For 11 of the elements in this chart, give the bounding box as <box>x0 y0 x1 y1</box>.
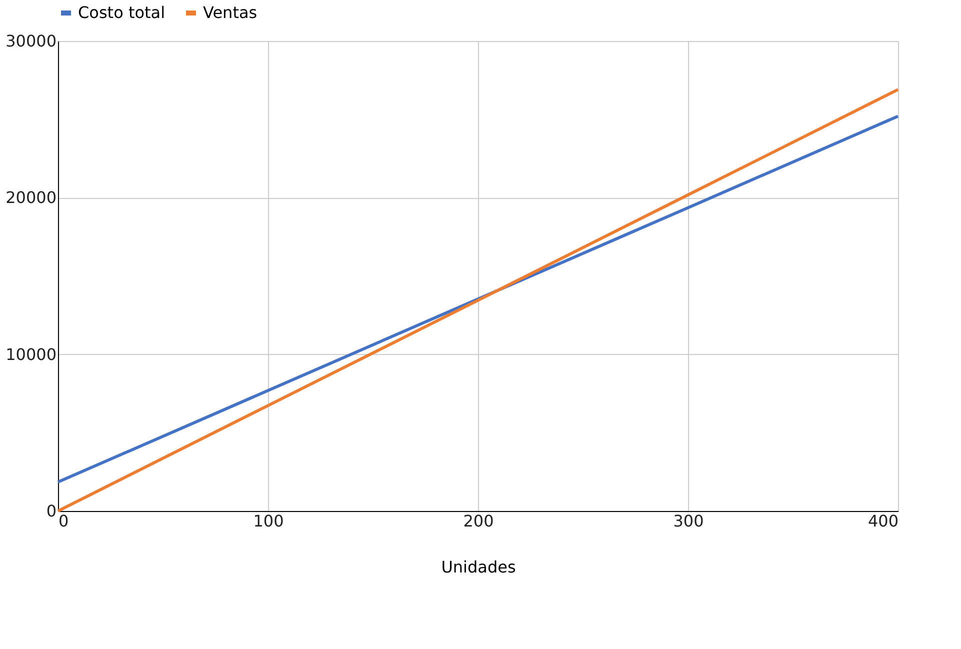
x-tick-label: 100 <box>253 512 284 530</box>
legend-label: Ventas <box>203 3 258 22</box>
y-tick-label: 10000 <box>6 344 56 364</box>
legend-label: Costo total <box>78 3 166 22</box>
y-tick-label: 30000 <box>6 32 56 50</box>
x-tick-label: 400 <box>868 512 898 530</box>
y-tick-label: 20000 <box>6 188 56 208</box>
x-tick-label: 200 <box>463 512 494 530</box>
x-tick-label: 0 <box>58 512 69 530</box>
x-axis-title: Unidades <box>441 558 516 576</box>
x-tick-label: 300 <box>673 512 704 530</box>
